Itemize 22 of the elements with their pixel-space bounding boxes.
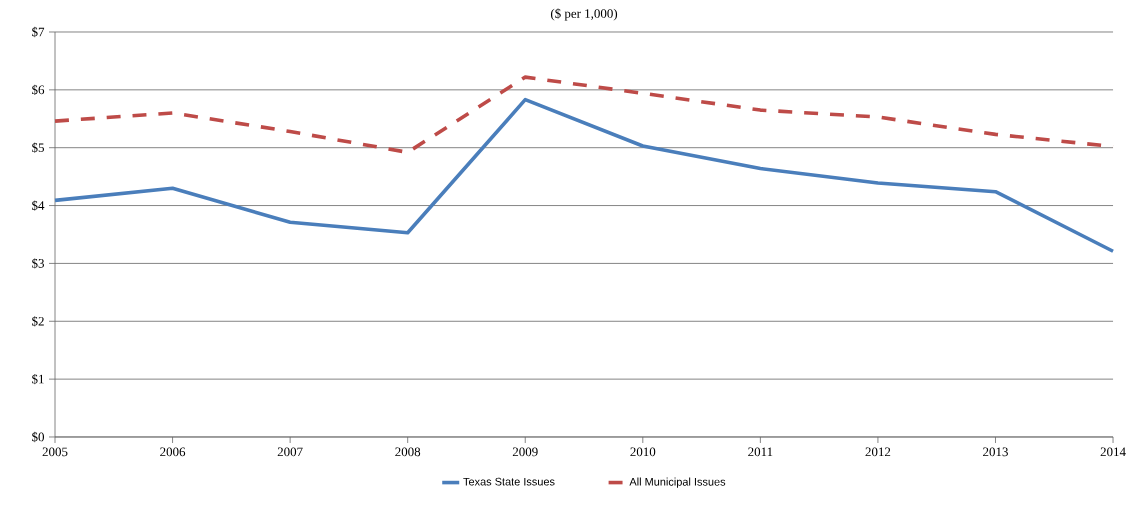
x-tick-label: 2011 xyxy=(748,447,773,457)
y-tick-label: $6 xyxy=(32,84,45,96)
chart-title: ($ per 1,000) xyxy=(550,8,618,21)
legend-label: All Municipal Issues xyxy=(629,477,726,488)
y-tick-label: $7 xyxy=(32,26,45,38)
x-tick-label: 2009 xyxy=(512,447,538,457)
y-tick-label: $5 xyxy=(32,142,44,153)
y-tick-label: $2 xyxy=(32,316,44,327)
legend-label: Texas State Issues xyxy=(463,477,555,486)
x-tick-label: 2014 xyxy=(1100,447,1126,457)
y-tick-label: $0 xyxy=(32,431,45,443)
x-tick-label: 2013 xyxy=(983,447,1008,457)
line-series xyxy=(53,97,1115,254)
x-tick-label: 2005 xyxy=(42,447,68,457)
x-tick-label: 2012 xyxy=(865,447,891,457)
x-tick-label: 2006 xyxy=(160,447,186,457)
x-tick-label: 2007 xyxy=(277,447,303,457)
y-tick-label: $1 xyxy=(32,373,44,385)
y-tick-label: $3 xyxy=(32,258,44,269)
x-tick-label: 2008 xyxy=(395,447,421,457)
x-tick-label: 2010 xyxy=(630,447,656,457)
y-tick-label: $4 xyxy=(32,200,45,211)
